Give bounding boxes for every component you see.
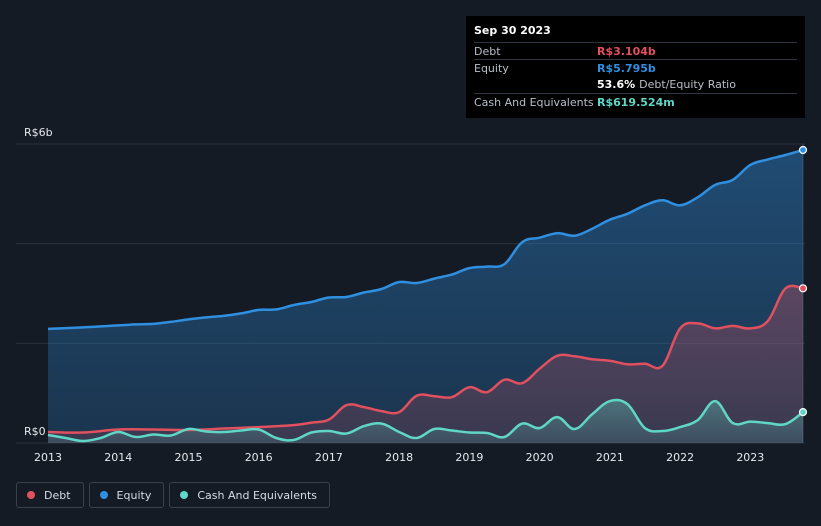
tooltip-date: Sep 30 2023 bbox=[474, 24, 551, 37]
x-tick-label: 2020 bbox=[526, 451, 554, 464]
x-tick-label: 2017 bbox=[315, 451, 343, 464]
x-tick-label: 2021 bbox=[596, 451, 624, 464]
y-tick-top: R$6b bbox=[24, 126, 53, 139]
tooltip-row-ratio: 53.6% Debt/Equity Ratio bbox=[474, 76, 797, 93]
debt-dot-icon bbox=[27, 491, 35, 499]
tooltip-cash-value: R$619.524m bbox=[597, 95, 675, 109]
x-tick-label: 2014 bbox=[104, 451, 132, 464]
x-tick-label: 2013 bbox=[34, 451, 62, 464]
legend-cash-label: Cash And Equivalents bbox=[197, 488, 317, 502]
x-tick-label: 2015 bbox=[174, 451, 202, 464]
tooltip-debt-label: Debt bbox=[474, 44, 501, 58]
debt-line bbox=[47, 284, 804, 434]
x-tick-label: 2023 bbox=[736, 451, 764, 464]
debt-end-point bbox=[798, 284, 808, 293]
equity-dot-icon bbox=[99, 491, 108, 499]
tooltip-cash-label: Cash And Equivalents bbox=[474, 95, 594, 109]
tooltip-row-debt: Debt R$3.104b bbox=[474, 42, 797, 59]
legend-item-equity[interactable]: Equity bbox=[88, 482, 165, 508]
tooltip-panel: Sep 30 2023 Debt R$3.104b Equity R$5.795… bbox=[466, 16, 805, 118]
tooltip-debt-value: R$3.104b bbox=[597, 44, 656, 58]
tooltip-ratio-label: Debt/Equity Ratio bbox=[639, 78, 736, 91]
y-tick-bottom: R$0 bbox=[24, 425, 46, 438]
equity-end-point bbox=[798, 145, 808, 155]
x-tick-label: 2022 bbox=[666, 451, 694, 464]
cash-line bbox=[47, 398, 804, 443]
legend-debt-label: Debt bbox=[44, 488, 71, 502]
equity-line bbox=[47, 148, 804, 331]
tooltip-equity-label: Equity bbox=[474, 61, 509, 75]
tooltip-equity-value: R$5.795b bbox=[597, 61, 656, 75]
tooltip-row-equity: Equity R$5.795b bbox=[474, 59, 797, 76]
legend-item-cash[interactable]: Cash And Equivalents bbox=[169, 482, 330, 508]
x-tick-label: 2019 bbox=[455, 451, 483, 464]
cash-end-point bbox=[798, 408, 808, 417]
cash-dot-icon bbox=[180, 491, 189, 499]
x-tick-label: 2016 bbox=[245, 451, 273, 464]
legend-equity-label: Equity bbox=[116, 488, 152, 502]
tooltip-ratio-value: 53.6% bbox=[597, 78, 636, 91]
cash-area bbox=[48, 399, 803, 443]
chart-legend: Debt Equity Cash And Equivalents bbox=[16, 482, 330, 508]
tooltip-row-cash: Cash And Equivalents R$619.524m bbox=[474, 93, 797, 110]
x-tick-label: 2018 bbox=[385, 451, 413, 464]
legend-item-debt[interactable]: Debt bbox=[16, 482, 84, 508]
